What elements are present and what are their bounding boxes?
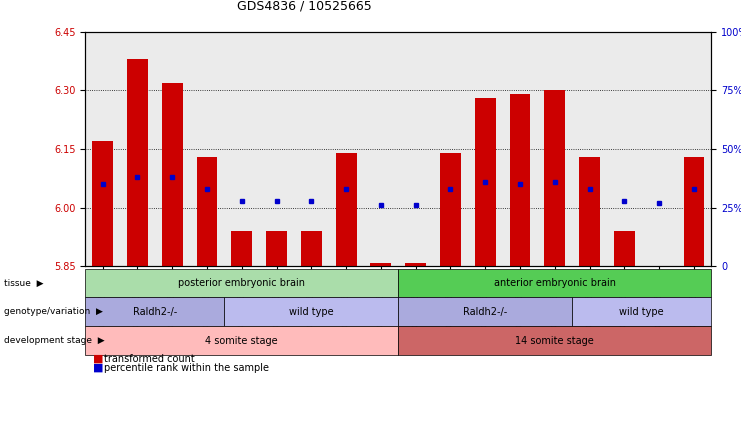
Bar xyxy=(127,59,147,266)
Text: wild type: wild type xyxy=(619,307,664,317)
Bar xyxy=(405,263,426,266)
Bar xyxy=(336,153,356,266)
Bar xyxy=(475,98,496,266)
Text: tissue  ▶: tissue ▶ xyxy=(4,278,43,288)
Bar xyxy=(266,231,287,266)
Bar xyxy=(231,231,252,266)
Text: GDS4836 / 10525665: GDS4836 / 10525665 xyxy=(237,0,372,13)
Text: ■: ■ xyxy=(93,354,103,364)
Text: anterior embryonic brain: anterior embryonic brain xyxy=(494,278,616,288)
Bar xyxy=(301,231,322,266)
Text: development stage  ▶: development stage ▶ xyxy=(4,336,104,345)
Bar xyxy=(545,91,565,266)
Bar xyxy=(440,153,461,266)
Text: wild type: wild type xyxy=(289,307,333,317)
Bar xyxy=(683,157,705,266)
Bar xyxy=(649,266,670,274)
Bar xyxy=(370,263,391,266)
Text: posterior embryonic brain: posterior embryonic brain xyxy=(179,278,305,288)
Text: transformed count: transformed count xyxy=(104,354,194,364)
Bar xyxy=(196,157,217,266)
Text: Raldh2-/-: Raldh2-/- xyxy=(133,307,177,317)
Bar xyxy=(614,231,635,266)
Bar xyxy=(162,82,182,266)
Text: 14 somite stage: 14 somite stage xyxy=(516,335,594,346)
Bar xyxy=(510,94,531,266)
Text: 4 somite stage: 4 somite stage xyxy=(205,335,278,346)
Text: Raldh2-/-: Raldh2-/- xyxy=(463,307,508,317)
Text: ■: ■ xyxy=(93,363,103,373)
Text: percentile rank within the sample: percentile rank within the sample xyxy=(104,363,269,373)
Bar xyxy=(579,157,600,266)
Text: genotype/variation  ▶: genotype/variation ▶ xyxy=(4,307,102,316)
Bar xyxy=(92,141,113,266)
